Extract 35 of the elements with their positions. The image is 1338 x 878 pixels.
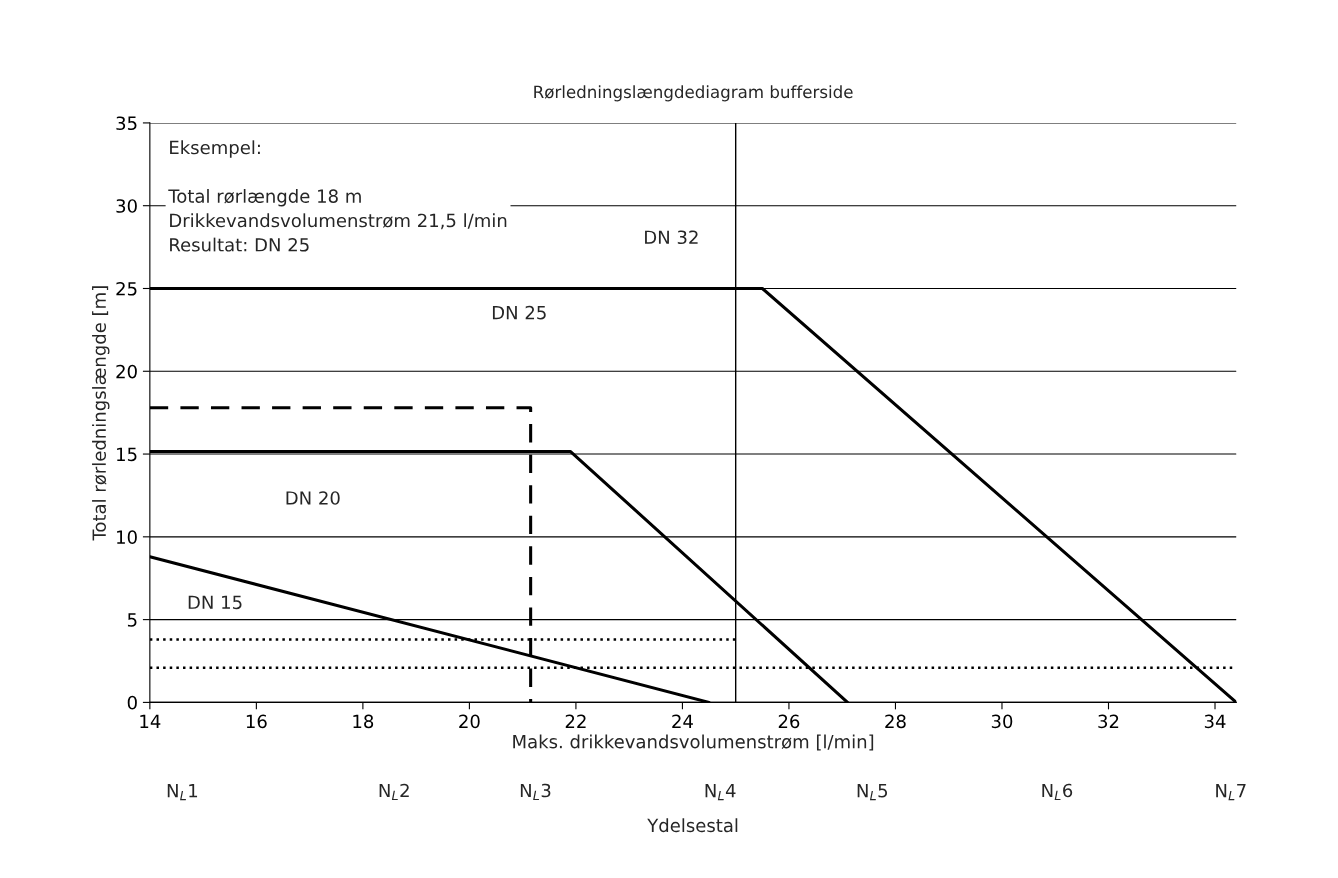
x-tick-label: 32 bbox=[1098, 714, 1119, 729]
y-tick-label: 25 bbox=[116, 281, 137, 296]
text: Eksempel: Total rørlængde 18 m Drikkevandsvolumenstrøm 21,5 l/min Resultat: DN 25 bbox=[168, 140, 507, 252]
y-tick-label: 30 bbox=[116, 199, 137, 213]
x-tick-label: 22 bbox=[565, 714, 586, 728]
annotation: DN 20 bbox=[286, 491, 340, 505]
x-tick-label: 30 bbox=[991, 714, 1013, 729]
x-tick-label: 16 bbox=[246, 714, 267, 729]
text: N$_{L}$5 bbox=[857, 784, 888, 801]
y-tick-label: 20 bbox=[116, 364, 137, 379]
text: N$_{L}$2 bbox=[379, 783, 409, 801]
y-tick-label: 0 bbox=[127, 695, 137, 710]
x-tick-label: 28 bbox=[885, 714, 906, 729]
x-tick-label: 34 bbox=[1204, 714, 1226, 729]
y-axis-title: Total rørledningslængde [m] bbox=[92, 286, 110, 541]
y-tick-label: 10 bbox=[117, 530, 137, 544]
y-tick-label: 5 bbox=[127, 613, 137, 627]
text: Ydelsestal bbox=[647, 818, 738, 833]
x-tick-label: 24 bbox=[672, 714, 693, 728]
x-tick-label: 18 bbox=[353, 714, 374, 729]
text: N$_{L}$7 bbox=[1216, 784, 1246, 801]
text: N$_{L}$4 bbox=[705, 784, 736, 801]
y-tick-label: 35 bbox=[116, 116, 137, 131]
text: N$_{L}$1 bbox=[167, 784, 198, 801]
x-tick-label: 14 bbox=[140, 714, 161, 728]
text: N$_{L}$3 bbox=[520, 783, 551, 801]
text: N$_{L}$6 bbox=[1042, 783, 1073, 801]
x-axis-title: Maks. drikkevandsvolumenstrøm [l/min] bbox=[513, 734, 874, 751]
y-tick-label: 15 bbox=[117, 447, 137, 462]
x-tick-label: 26 bbox=[778, 714, 800, 729]
annotation: DN 25 bbox=[492, 305, 546, 320]
annotation: DN 15 bbox=[188, 595, 242, 610]
chart-title: Rørledningslængdediagram bufferside bbox=[534, 85, 853, 102]
annotation: DN 32 bbox=[645, 230, 698, 245]
x-tick-label: 20 bbox=[459, 714, 480, 729]
